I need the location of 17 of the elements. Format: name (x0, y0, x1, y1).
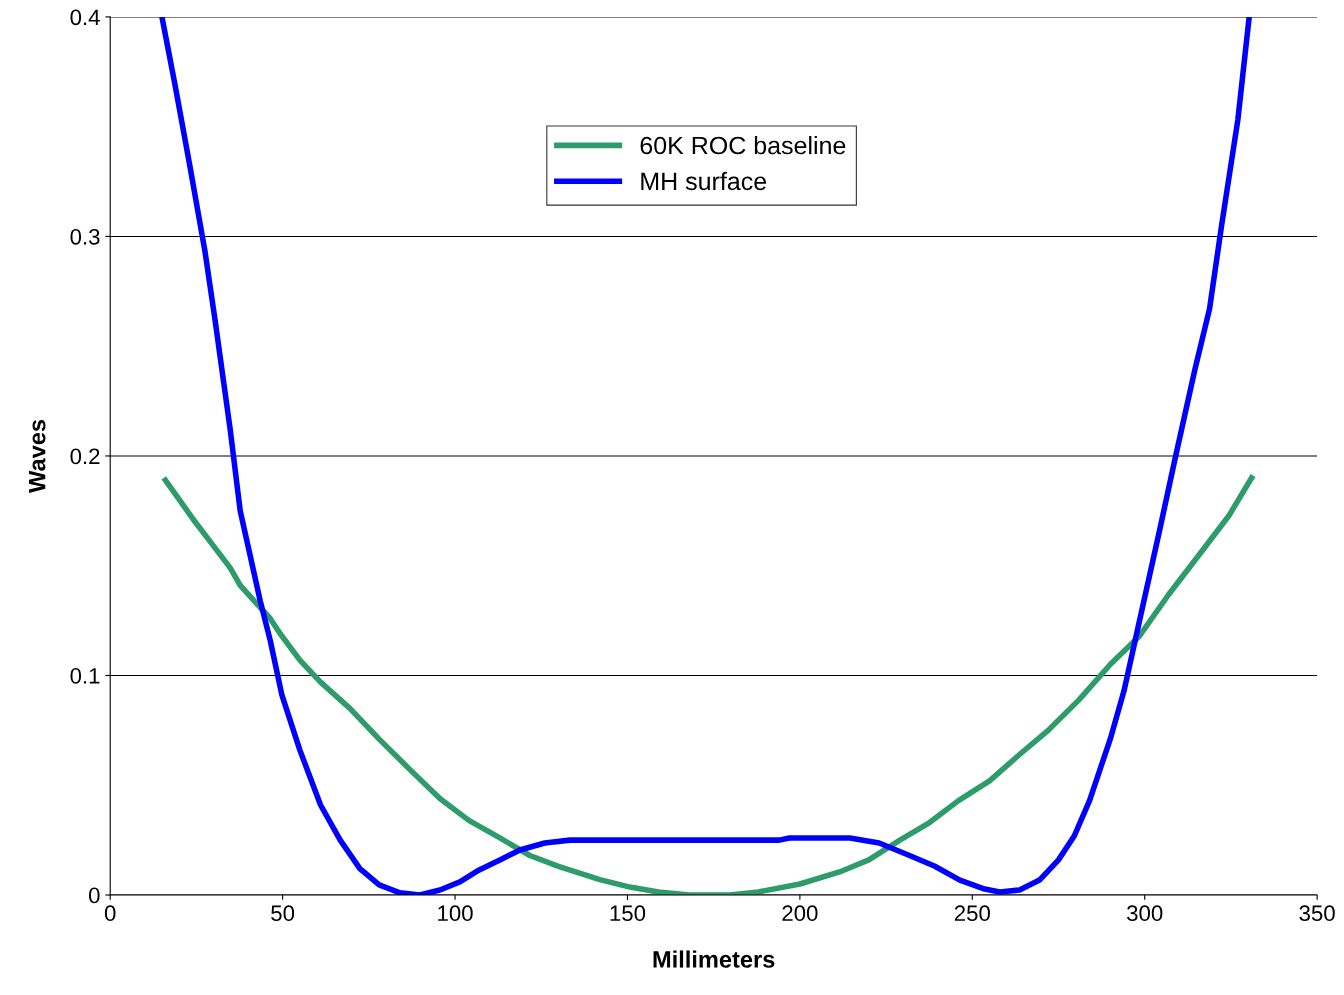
x-tick-label: 200 (782, 905, 818, 922)
x-tick-label: 300 (1127, 905, 1163, 922)
x-tick-label: 350 (1299, 905, 1335, 922)
y-tick-label: 0.4 (70, 9, 100, 26)
y-axis-title: Waves (29, 419, 46, 493)
y-tick-label: 0.1 (70, 668, 100, 684)
legend-label: MH surface (641, 171, 767, 191)
x-tick-label: 250 (954, 905, 990, 922)
x-tick-label: 50 (271, 905, 295, 922)
x-tick-label: 0 (104, 905, 116, 922)
y-tick-label: 0 (89, 887, 100, 904)
y-tick-label: 0.3 (70, 228, 100, 245)
x-tick-label: 150 (610, 905, 646, 922)
x-axis-title: Millimeters (653, 950, 775, 968)
y-tick-label: 0.2 (70, 448, 100, 465)
legend-label: 60K ROC baseline (640, 136, 846, 155)
x-tick-label: 100 (438, 905, 473, 922)
